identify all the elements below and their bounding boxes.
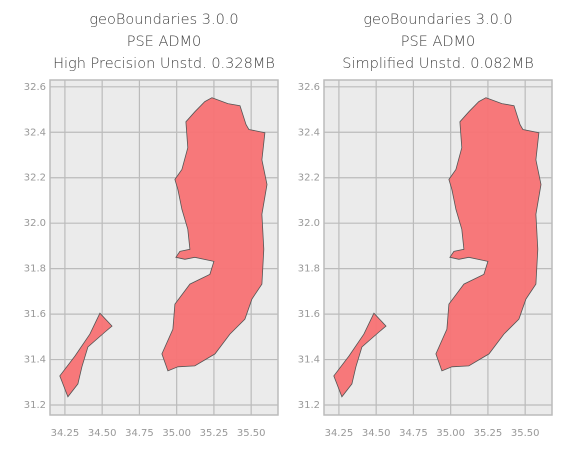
boundary-shape xyxy=(333,312,387,398)
y-tick-label: 32.2 xyxy=(298,173,320,184)
x-tick-label: 34.25 xyxy=(51,428,80,439)
panel-title: geoBoundaries 3.0.0 xyxy=(363,12,512,28)
y-tick-label: 31.6 xyxy=(24,309,46,320)
x-tick-label: 35.00 xyxy=(162,428,191,439)
y-tick-label: 31.4 xyxy=(24,355,46,366)
x-tick-label: 34.50 xyxy=(88,428,117,439)
panel-title: PSE ADM0 xyxy=(127,34,202,50)
y-tick-label: 31.8 xyxy=(298,264,320,275)
x-tick-label: 34.75 xyxy=(125,428,154,439)
x-tick-label: 35.50 xyxy=(237,428,266,439)
y-tick-label: 32.0 xyxy=(298,218,320,229)
y-tick-label: 32.4 xyxy=(24,127,46,138)
x-tick-label: 34.50 xyxy=(362,428,391,439)
x-tick-label: 34.25 xyxy=(325,428,354,439)
panel-title: geoBoundaries 3.0.0 xyxy=(89,12,238,28)
x-tick-label: 35.25 xyxy=(200,428,229,439)
y-tick-label: 31.2 xyxy=(298,400,320,411)
x-tick-label: 34.75 xyxy=(399,428,428,439)
x-tick-label: 35.50 xyxy=(511,428,540,439)
panel-title: High Precision Unstd. 0.328MB xyxy=(53,56,275,72)
y-tick-label: 32.6 xyxy=(298,82,320,93)
x-tick-label: 35.00 xyxy=(436,428,465,439)
y-tick-label: 32.0 xyxy=(24,218,46,229)
panel-title: Simplified Unstd. 0.082MB xyxy=(342,56,533,72)
y-tick-label: 31.6 xyxy=(298,309,320,320)
y-tick-label: 32.6 xyxy=(24,82,46,93)
boundary-shape xyxy=(161,97,268,372)
y-tick-label: 31.2 xyxy=(24,400,46,411)
y-tick-label: 32.2 xyxy=(24,173,46,184)
panel-title: PSE ADM0 xyxy=(401,34,476,50)
boundary-shape xyxy=(59,312,113,398)
map-panel: geoBoundaries 3.0.0 PSE ADM0 High Precisio… xyxy=(24,12,279,439)
map-panel: geoBoundaries 3.0.0 PSE ADM0 Simplified Un… xyxy=(298,12,553,439)
x-tick-label: 35.25 xyxy=(474,428,503,439)
boundary-shape xyxy=(435,97,542,372)
y-tick-label: 31.8 xyxy=(24,264,46,275)
y-tick-label: 31.4 xyxy=(298,355,320,366)
y-tick-label: 32.4 xyxy=(298,127,320,138)
